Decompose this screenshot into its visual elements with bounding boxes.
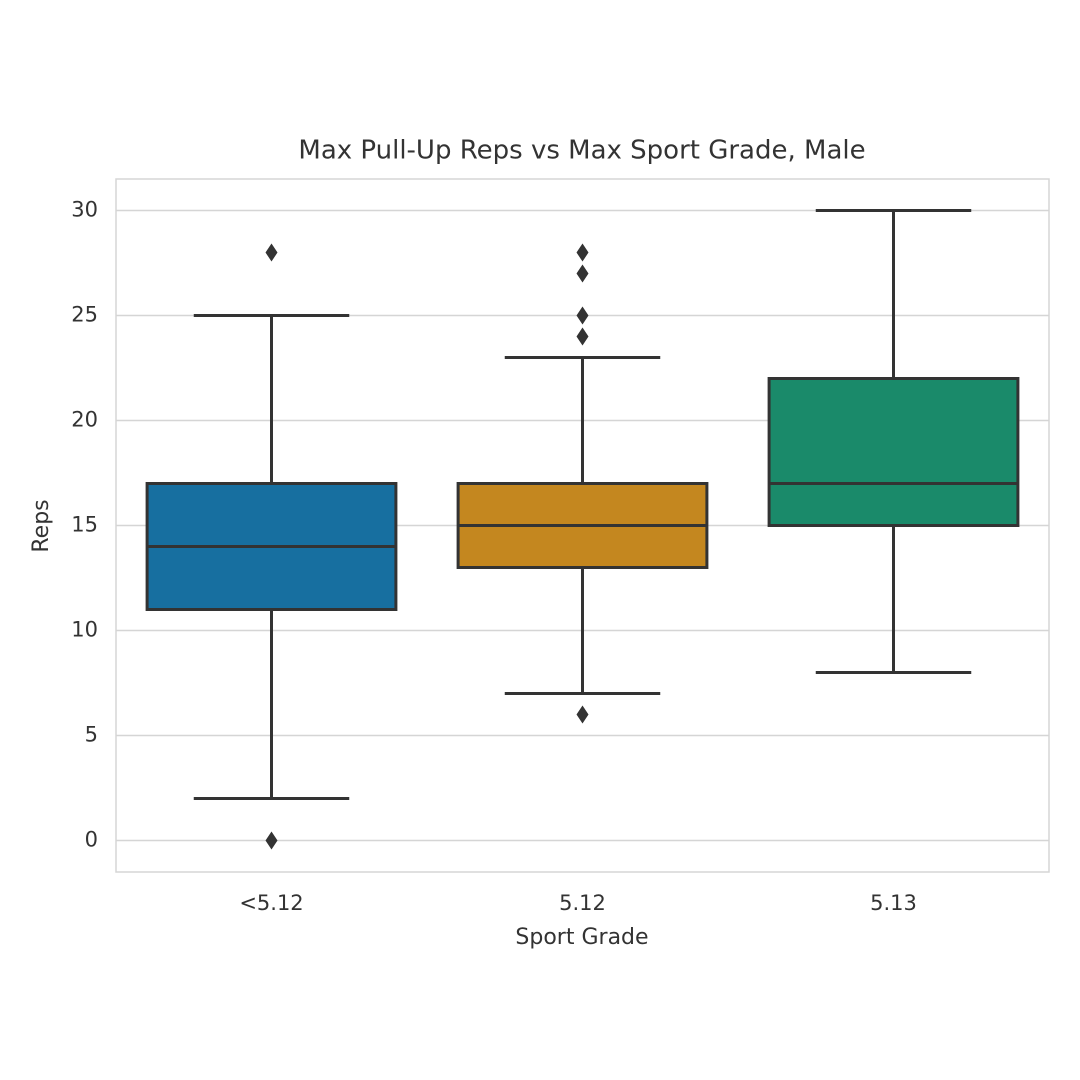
flier bbox=[576, 306, 589, 325]
box bbox=[767, 377, 1020, 527]
x-tick-label: <5.12 bbox=[239, 891, 303, 915]
flier bbox=[576, 264, 589, 283]
y-tick-label: 20 bbox=[71, 408, 98, 432]
x-tick-label: 5.12 bbox=[559, 891, 606, 915]
flier bbox=[576, 705, 589, 724]
flier bbox=[576, 243, 589, 262]
y-tick-label: 10 bbox=[71, 618, 98, 642]
y-tick-label: 5 bbox=[85, 723, 98, 747]
x-axis-label: Sport Grade bbox=[515, 925, 648, 950]
y-tick-label: 0 bbox=[85, 828, 98, 852]
flier bbox=[265, 243, 278, 262]
chart-title: Max Pull-Up Reps vs Max Sport Grade, Mal… bbox=[298, 136, 865, 166]
x-tick-label: 5.13 bbox=[870, 891, 917, 915]
y-axis-label: Reps bbox=[29, 499, 54, 552]
y-tick-label: 15 bbox=[71, 513, 98, 537]
y-tick-label: 25 bbox=[71, 303, 98, 327]
y-tick-label: 30 bbox=[71, 198, 98, 222]
flier bbox=[576, 327, 589, 346]
plot-border bbox=[115, 178, 1050, 873]
flier bbox=[265, 831, 278, 850]
